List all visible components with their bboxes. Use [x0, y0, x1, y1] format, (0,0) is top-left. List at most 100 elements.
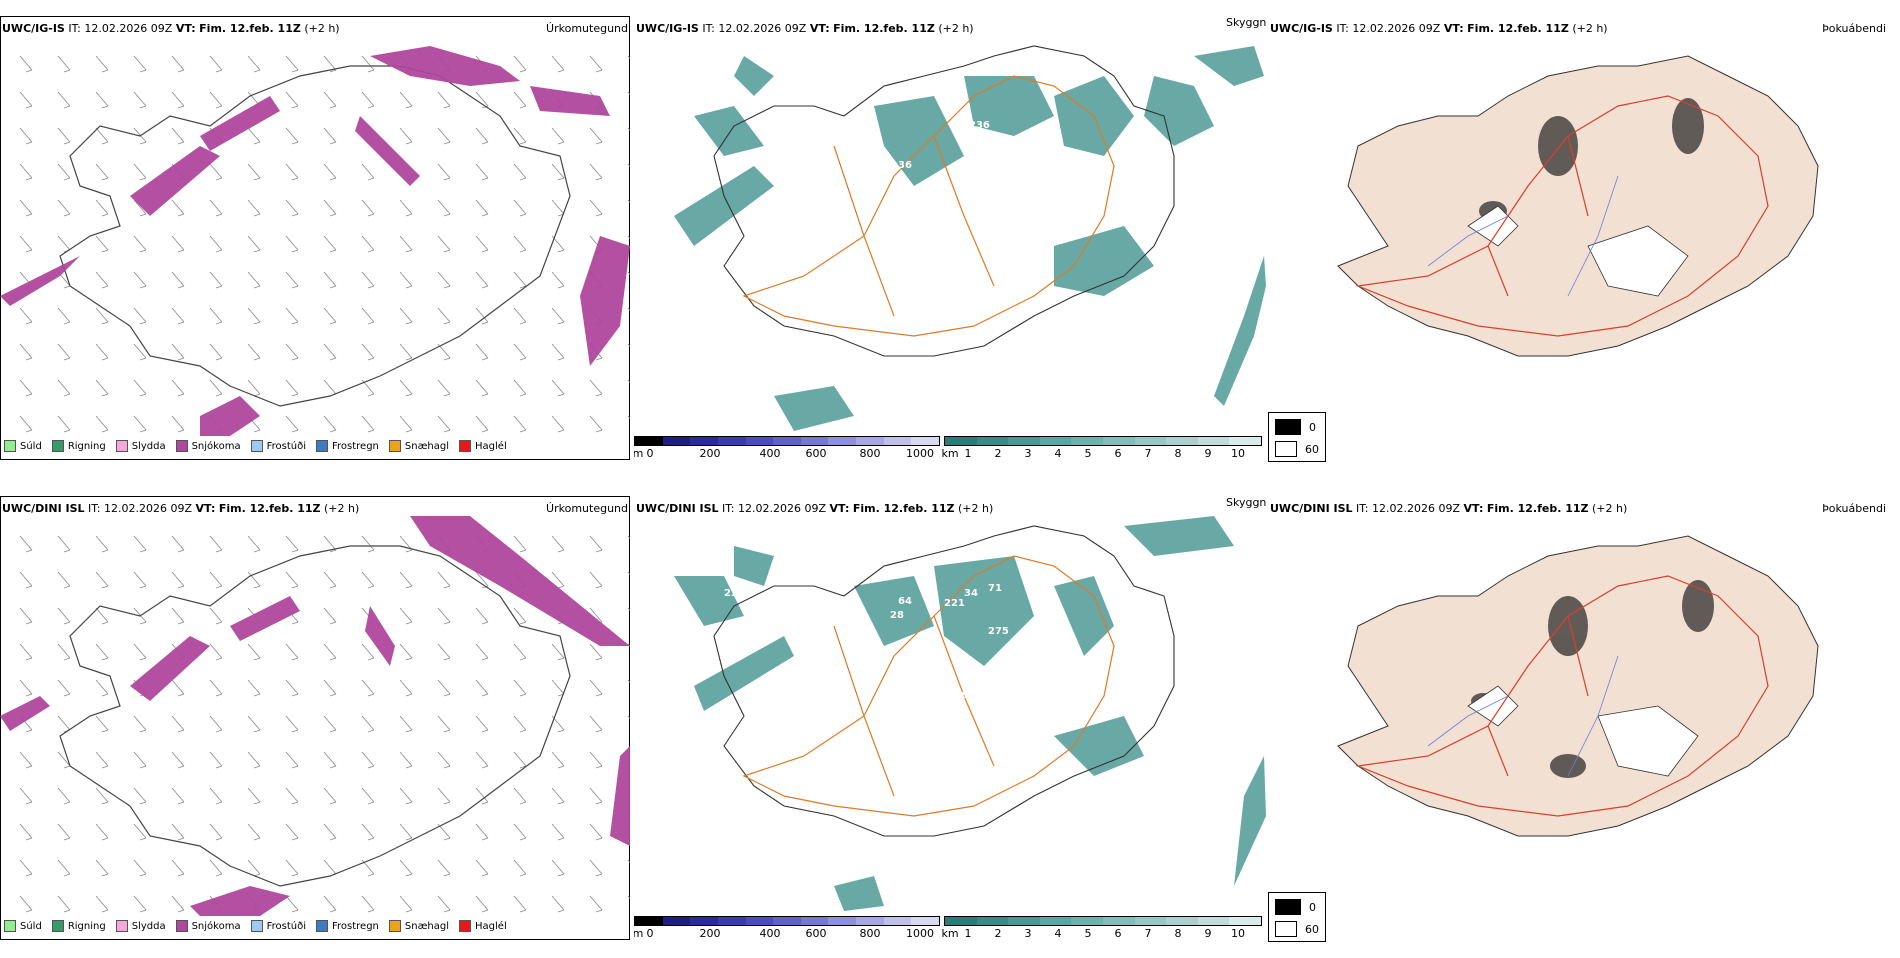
- wind-barb: [475, 415, 489, 433]
- legend-item: Rigning: [51, 440, 106, 452]
- wind-barb: [133, 571, 147, 589]
- wind-barb: [399, 751, 413, 769]
- wind-barb: [627, 679, 630, 683]
- legend-item: Haglél: [459, 440, 507, 452]
- wind-barb: [361, 787, 375, 805]
- iceland-visibility-map: 520 236 64 28 221 71 275 26 56 32 34 42: [674, 516, 1266, 911]
- wind-barb: [551, 679, 565, 697]
- wind-barb: [57, 715, 71, 733]
- wind-barb: [171, 535, 185, 553]
- wind-barb: [513, 379, 527, 397]
- wind-barb: [133, 127, 147, 145]
- wind-barb: [95, 307, 109, 325]
- wind-barb: [589, 571, 603, 589]
- wind-barb: [475, 679, 489, 697]
- wind-barb: [589, 163, 603, 181]
- fog-legend: 0 60: [1268, 412, 1326, 462]
- wind-barb: [551, 343, 565, 361]
- wind-barb: [551, 859, 565, 877]
- low-visibility-areas: [674, 516, 1266, 911]
- fog-areas: [1471, 580, 1714, 778]
- wind-barb: [57, 343, 71, 361]
- wind-barb: [133, 859, 147, 877]
- wind-barb: [171, 571, 185, 589]
- wind-barb: [589, 535, 603, 553]
- wind-barb: [627, 127, 630, 131]
- wind-barb: [247, 127, 261, 145]
- wind-barb: [133, 379, 147, 397]
- wind-barb: [361, 343, 375, 361]
- wind-barb: [323, 535, 337, 553]
- wind-barb: [437, 127, 451, 145]
- wind-barb: [247, 751, 261, 769]
- wind-barb: [57, 823, 71, 841]
- wind-barb: [285, 643, 299, 661]
- panel-type-label: Skyggni: [1226, 16, 1266, 29]
- wind-barb: [475, 715, 489, 733]
- wind-barb: [95, 343, 109, 361]
- wind-barb: [437, 679, 451, 697]
- wind-barb: [475, 199, 489, 217]
- wind-barb: [399, 715, 413, 733]
- precip-type-legend: Súld Rigning Slydda Snjókoma Frostúði Fr…: [4, 920, 517, 932]
- wind-barb: [285, 823, 299, 841]
- wind-barb: [437, 787, 451, 805]
- wind-barb: [551, 823, 565, 841]
- wind-barb: [323, 895, 337, 913]
- wind-barb: [513, 895, 527, 913]
- wind-barb: [323, 343, 337, 361]
- wind-barb: [19, 607, 33, 625]
- wind-barb: [57, 679, 71, 697]
- wind-barb: [323, 199, 337, 217]
- wind-barb: [57, 895, 71, 913]
- wind-barb: [57, 643, 71, 661]
- wind-barb: [589, 199, 603, 217]
- wind-barb: [627, 859, 630, 863]
- precip-type-panel-row2: UWC/DINI ISL IT: 12.02.2026 09Z VT: Fim.…: [0, 496, 632, 958]
- rivers: [1427, 655, 1619, 777]
- wind-barb: [285, 55, 299, 73]
- wind-barb: [627, 307, 630, 311]
- wind-barb: [133, 751, 147, 769]
- wind-barb: [323, 823, 337, 841]
- wind-barb: [57, 607, 71, 625]
- wind-barb: [95, 55, 109, 73]
- wind-barb: [551, 415, 565, 433]
- precip-type-legend: Súld Rigning Slydda Snjókoma Frostúði Fr…: [4, 440, 517, 452]
- wind-barb: [57, 787, 71, 805]
- wind-barb: [323, 271, 337, 289]
- wind-barb: [627, 91, 630, 95]
- panel-header: UWC/DINI ISL IT: 12.02.2026 09Z VT: Fim.…: [1270, 502, 1628, 515]
- wind-barb: [361, 91, 375, 109]
- wind-barb: [323, 679, 337, 697]
- wind-barb: [57, 751, 71, 769]
- panel-header: UWC/IG-IS IT: 12.02.2026 09Z VT: Fim. 12…: [1270, 22, 1608, 35]
- wind-barb: [285, 343, 299, 361]
- ceiling-colorbar: m 0 200 400 600 800 1000: [634, 436, 940, 460]
- wind-barb: [57, 535, 71, 553]
- wind-barb: [437, 271, 451, 289]
- svg-text:28: 28: [890, 610, 904, 621]
- wind-barb: [323, 715, 337, 733]
- wind-barb: [513, 715, 527, 733]
- wind-barb: [133, 55, 147, 73]
- wind-barb: [627, 271, 630, 275]
- wind-barb: [361, 55, 375, 73]
- wind-barb: [209, 271, 223, 289]
- wind-barb: [19, 571, 33, 589]
- wind-barb: [513, 163, 527, 181]
- wind-barb: [513, 751, 527, 769]
- wind-barb: [285, 415, 299, 433]
- wind-barb: [323, 55, 337, 73]
- wind-barb: [361, 823, 375, 841]
- wind-barb: [57, 91, 71, 109]
- ceiling-labels: 236 36 77 32: [898, 120, 990, 411]
- wind-barb: [133, 343, 147, 361]
- wind-barb: [247, 823, 261, 841]
- legend-item: Slydda: [115, 440, 166, 452]
- svg-text:32: 32: [1144, 736, 1158, 747]
- wind-barb: [171, 199, 185, 217]
- wind-barb: [209, 55, 223, 73]
- wind-barb: [247, 679, 261, 697]
- wind-barb: [627, 895, 630, 899]
